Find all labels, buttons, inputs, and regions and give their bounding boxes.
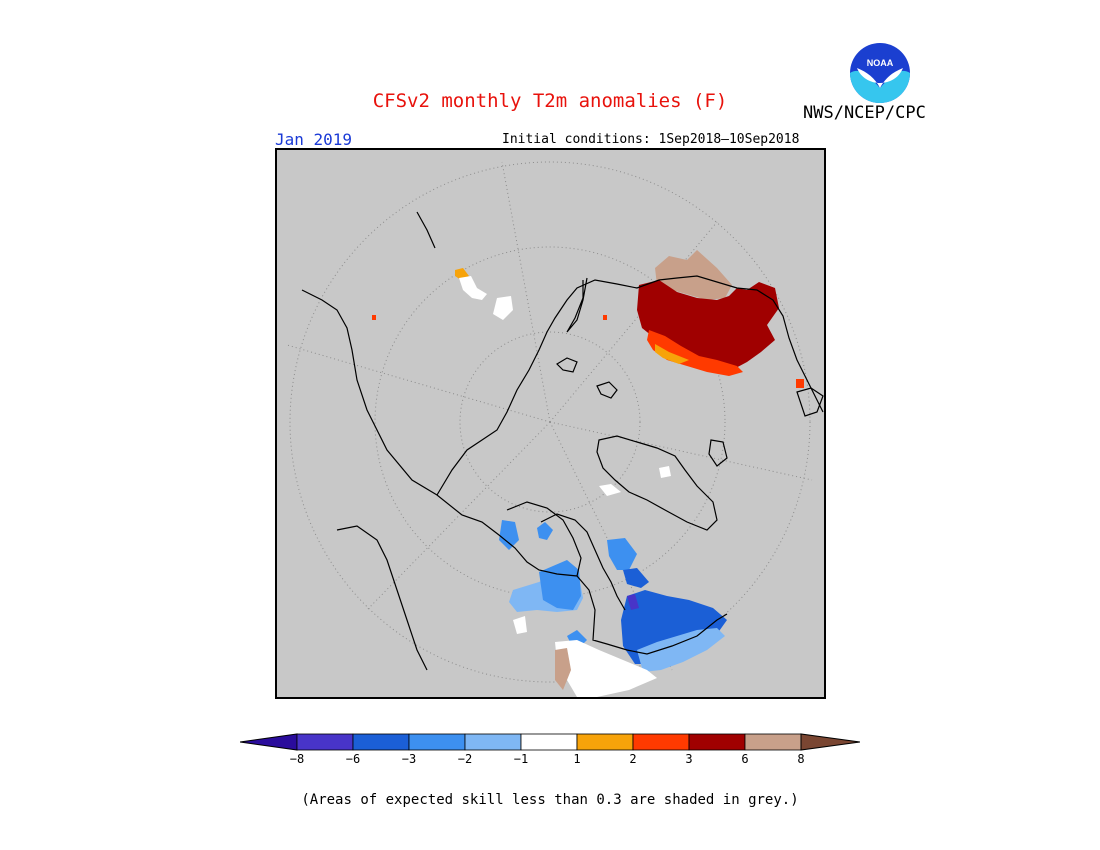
colorbar-swatch — [744, 733, 802, 751]
colorbar-tick-label: 6 — [741, 752, 749, 766]
colorbar-tick-label: 3 — [685, 752, 693, 766]
colorbar-swatch — [576, 733, 634, 751]
colorbar-tick-label: −1 — [513, 752, 529, 766]
skill-footnote: (Areas of expected skill less than 0.3 a… — [301, 792, 799, 808]
colorbar-swatch — [352, 733, 410, 751]
colorbar-tick-label: 2 — [629, 752, 637, 766]
colorbar-tick-label: 1 — [573, 752, 581, 766]
colorbar-swatch — [464, 733, 522, 751]
colorbar-low-arrow — [240, 733, 298, 751]
colorbar-tick-label: −6 — [345, 752, 361, 766]
colorbar-tick-label: −3 — [401, 752, 417, 766]
chart-title: CFSv2 monthly T2m anomalies (F) — [372, 90, 728, 112]
polar-map — [275, 148, 826, 699]
warm-anomaly-eurasia — [372, 250, 804, 388]
colorbar-tick-label: 8 — [797, 752, 805, 766]
coastlines — [301, 211, 824, 671]
colorbar-high-arrow — [800, 733, 860, 751]
misc-anomaly-patches — [455, 268, 671, 496]
logo-label: NOAA — [867, 58, 894, 68]
colorbar-swatch — [688, 733, 746, 751]
agency-label: NWS/NCEP/CPC — [803, 103, 926, 123]
colorbar-tick-label: −2 — [457, 752, 473, 766]
colorbar — [240, 733, 860, 751]
colorbar-tick-label: −8 — [289, 752, 305, 766]
colorbar-swatch — [408, 733, 466, 751]
forecast-month: Jan 2019 — [275, 130, 353, 149]
graticule — [286, 161, 813, 683]
colorbar-swatch — [520, 733, 578, 751]
map-canvas — [286, 161, 824, 697]
colorbar-swatch — [632, 733, 690, 751]
colorbar-swatch — [296, 733, 354, 751]
noaa-logo-icon: NOAA — [850, 43, 910, 103]
initial-conditions: Initial conditions: 1Sep2018–10Sep2018 — [502, 132, 800, 147]
cold-anomaly-north-america — [499, 520, 727, 697]
